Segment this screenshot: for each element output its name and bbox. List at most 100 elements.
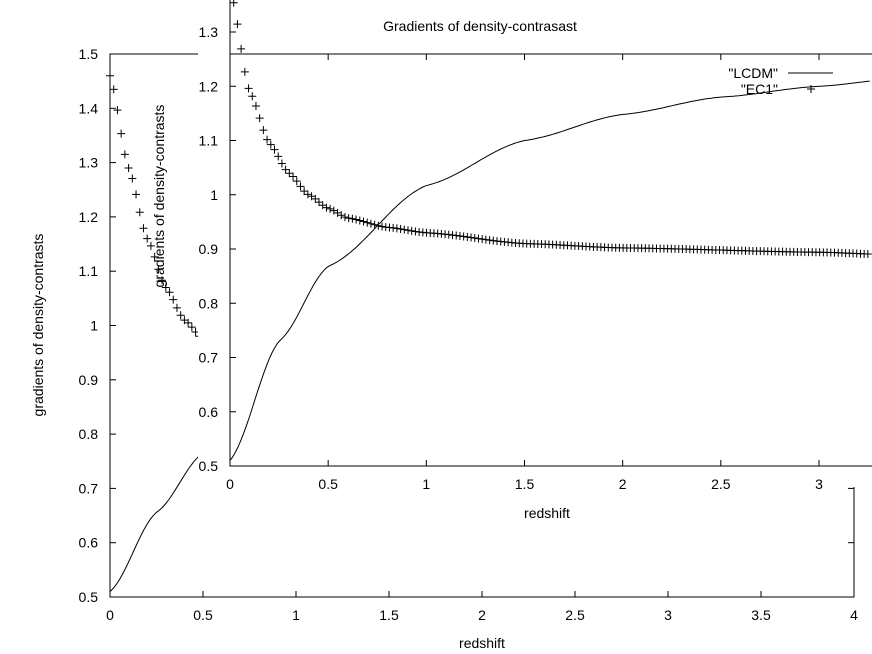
- inset-series-point: [344, 214, 353, 223]
- inset-x-tick-label: 2.5: [711, 476, 731, 492]
- inset-series-point: [281, 165, 290, 174]
- main-y-tick-label: 0.8: [79, 426, 99, 442]
- main-x-tick-label: 0.5: [193, 607, 213, 623]
- inset-series-point: [300, 187, 309, 196]
- main-series-point: [109, 85, 118, 94]
- main-series-point: [165, 288, 174, 297]
- main-axes: 0 0.5 1 1.5 2 2.5 3 3.5 4 0.5 0.6 0.7 0.8 0.9 1 1.1 1.2 1…: [79, 46, 859, 623]
- inset-series-point: [352, 215, 361, 224]
- inset-series-point: [340, 213, 349, 222]
- inset-series-point: [392, 224, 401, 233]
- main-series-point: [187, 323, 196, 332]
- inset-y-axis-label: gradients of density-contrasts: [151, 105, 167, 288]
- inset-series-point: [259, 126, 268, 135]
- inset-series-point: [481, 235, 490, 244]
- inset-series-point: [411, 227, 420, 236]
- inset-series-point: [263, 135, 272, 144]
- main-x-tick-label: 2: [478, 607, 486, 623]
- inset-series-point: [248, 92, 257, 101]
- inset-series-point: [459, 232, 468, 241]
- inset-series-point: [255, 114, 264, 123]
- legend: "LCDM" "EC1": [728, 65, 833, 97]
- inset-axes: 0 0.5 1 1.5 2 2.5 3 0.5 0.6 0.7 0.8 0.9 1 1.1 1.2 1.3: [199, 24, 824, 492]
- main-y-tick-label: 0.7: [79, 480, 99, 496]
- main-y-tick-label: 1.3: [79, 155, 99, 171]
- inset-y-tick-label: 1.3: [199, 24, 219, 40]
- inset-series-point: [229, 0, 238, 7]
- inset-series-point: [370, 220, 379, 229]
- inset-series-point: [374, 221, 383, 230]
- inset-series-point: [359, 217, 368, 226]
- main-series-point: [158, 276, 167, 285]
- main-series-point: [161, 283, 170, 292]
- inset-series-point: [470, 234, 479, 243]
- inset-y-tick-label: 1.1: [199, 133, 219, 149]
- inset-series-point: [400, 225, 409, 234]
- main-x-axis-label: redshift: [459, 635, 505, 651]
- inset-x-tick-label: 1: [422, 476, 430, 492]
- main-series-point: [120, 150, 129, 159]
- main-y-tick-label: 1.2: [79, 209, 99, 225]
- main-y-tick-label: 1.4: [79, 100, 99, 116]
- inset-y-tick-label: 0.7: [199, 350, 219, 366]
- main-series-point: [113, 106, 122, 115]
- inset-chart: 0 0.5 1 1.5 2 2.5 3 0.5 0.6 0.7 0.8 0.9 1 1.1 1.2 1.3 G…: [0, 0, 872, 521]
- main-series-point: [150, 252, 159, 261]
- main-series-point: [146, 241, 155, 250]
- inset-series-point: [378, 222, 387, 231]
- main-x-tick-label: 1: [292, 607, 300, 623]
- inset-series-point: [237, 44, 246, 53]
- inset-x-tick-label: 3: [815, 476, 823, 492]
- main-series-point: [169, 295, 178, 304]
- inset-plot-background-mask: [0, 0, 1, 1]
- main-x-tick-label: 4: [850, 607, 858, 623]
- main-series-point: [128, 174, 137, 183]
- main-series-point: [172, 303, 181, 312]
- inset-series-point: [863, 250, 872, 259]
- inset-x-tick-label: 0.5: [318, 476, 338, 492]
- inset-series-point: [296, 182, 305, 191]
- main-series-point: [124, 164, 133, 173]
- inset-series-point: [270, 145, 279, 154]
- legend-label-lcdm: "LCDM": [728, 65, 778, 81]
- inset-series-point: [407, 226, 416, 235]
- inset-series-point: [337, 211, 346, 220]
- inset-series-point: [348, 214, 357, 223]
- main-y-tick-label: 0.6: [79, 535, 99, 551]
- inset-series-point: [277, 159, 286, 168]
- main-y-axis-label: gradients of density-contrasts: [30, 234, 46, 417]
- main-y-tick-label: 0.9: [79, 372, 99, 388]
- inset-series-point: [474, 234, 483, 243]
- inset-y-tick-label: 0.5: [199, 458, 219, 474]
- inset-x-tick-label: 1.5: [515, 476, 535, 492]
- inset-series-point: [233, 20, 242, 29]
- inset-x-tick-label: 0: [226, 476, 234, 492]
- main-y-tick-label: 1.1: [79, 263, 99, 279]
- inset-series-point: [289, 172, 298, 181]
- inset-series-point: [251, 102, 260, 111]
- inset-series-point: [311, 194, 320, 203]
- legend-label-ec1: "EC1": [741, 81, 778, 97]
- inset-title: Gradients of density-contrasast: [383, 18, 577, 34]
- inset-y-tick-label: 0.9: [199, 241, 219, 257]
- main-series-point: [184, 318, 193, 327]
- main-x-tick-label: 2.5: [565, 607, 585, 623]
- inset-y-tick-label: 0.6: [199, 404, 219, 420]
- legend-marker-ec1: [807, 85, 815, 93]
- inset-series-point: [463, 233, 472, 242]
- inset-series-point: [303, 190, 312, 199]
- inset-x-tick-label: 2: [619, 476, 627, 492]
- main-x-tick-label: 0: [106, 607, 114, 623]
- inset-series-point: [240, 67, 249, 76]
- main-series-point: [154, 265, 163, 274]
- main-series-point: [176, 311, 185, 320]
- main-y-tick-label: 0.5: [79, 589, 99, 605]
- inset-series-point: [396, 224, 405, 233]
- inset-series-point: [244, 84, 253, 93]
- main-series-point: [139, 224, 148, 233]
- inset-series-point: [322, 203, 331, 212]
- main-x-tick-label: 3.5: [751, 607, 771, 623]
- main-x-tick-label: 1.5: [379, 607, 399, 623]
- inset-x-axis-label: redshift: [524, 505, 570, 521]
